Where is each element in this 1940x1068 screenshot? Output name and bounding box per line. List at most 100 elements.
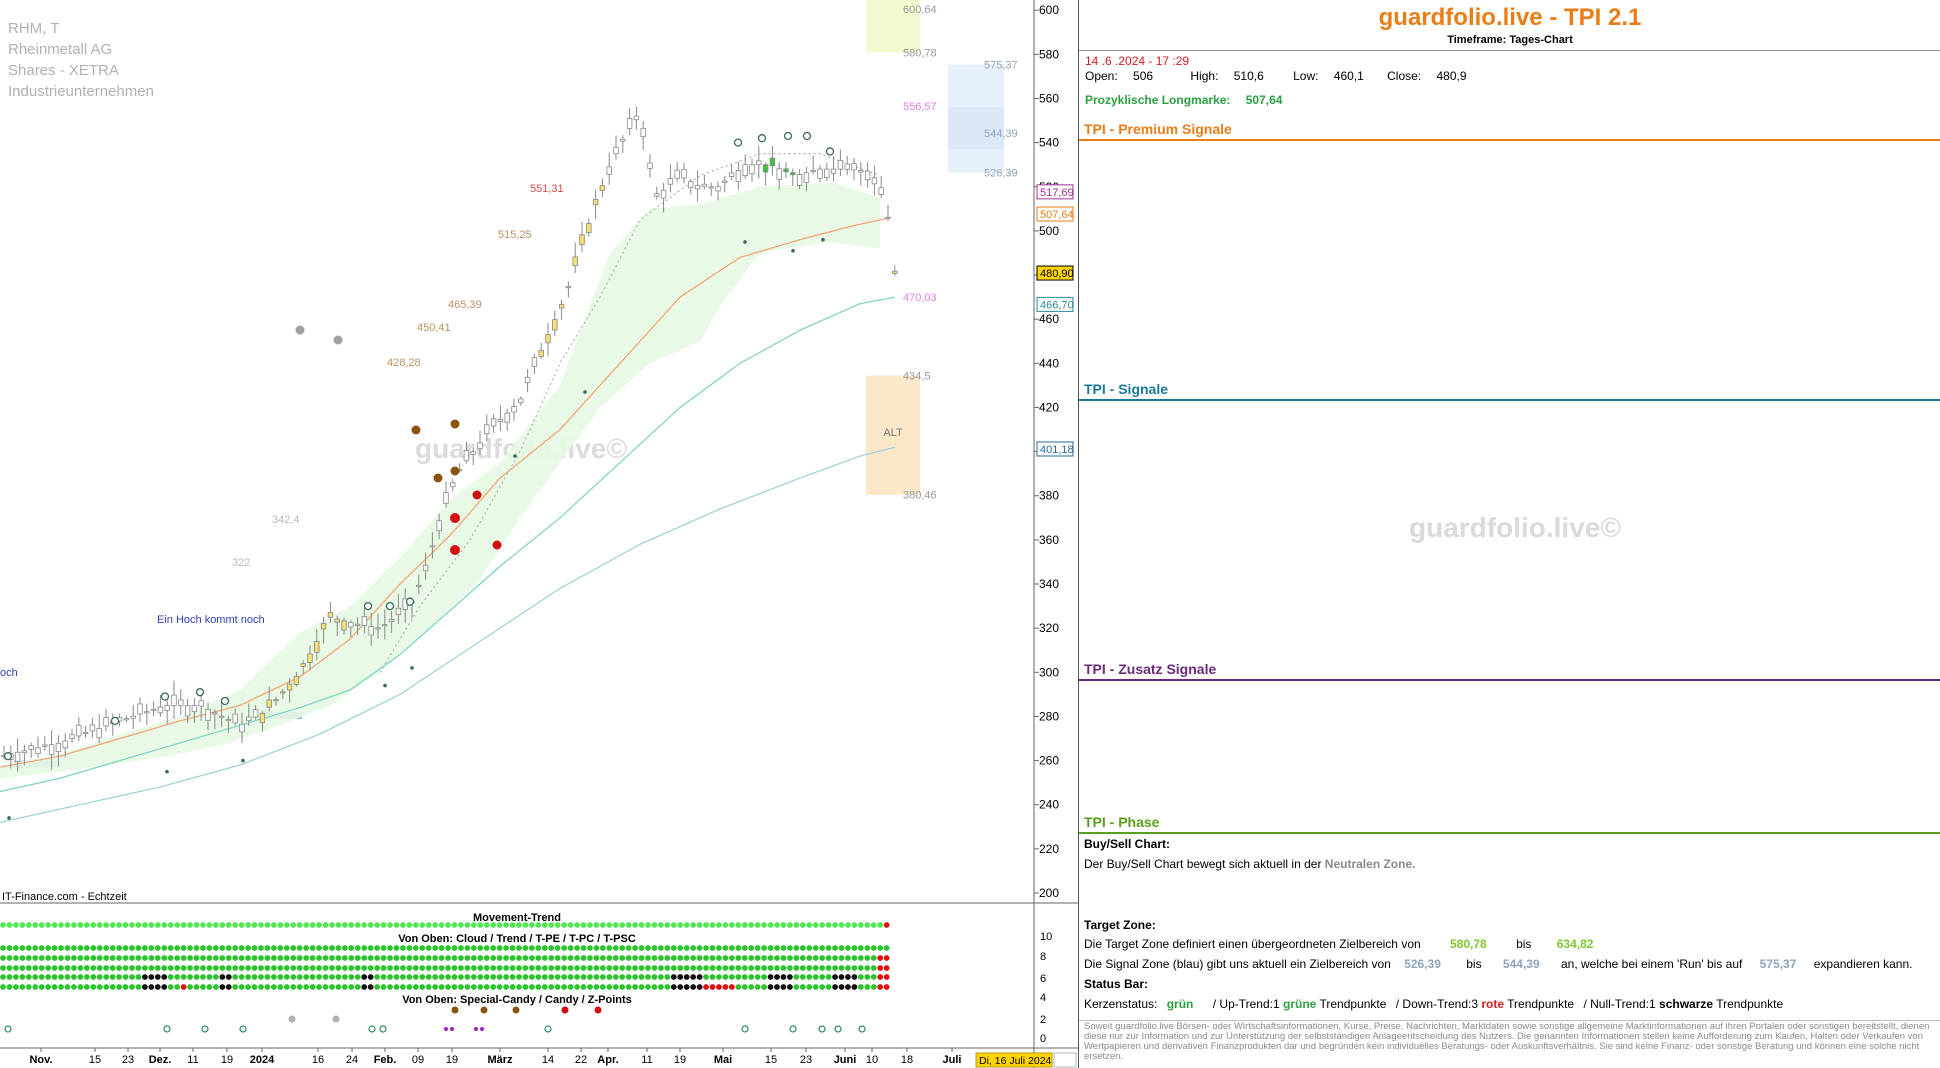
candle-body bbox=[640, 127, 646, 138]
trend-dot bbox=[322, 922, 329, 928]
candle-body bbox=[599, 185, 606, 191]
z-point bbox=[741, 1025, 749, 1033]
trend-dot bbox=[561, 945, 568, 951]
trend-dot bbox=[761, 955, 767, 961]
trend-dot bbox=[819, 965, 826, 971]
trend-dot bbox=[135, 945, 142, 951]
x-tick-label: 14 bbox=[542, 1054, 554, 1066]
ma-lightblue bbox=[0, 446, 896, 823]
trend-dot bbox=[619, 922, 626, 928]
candle-body bbox=[484, 424, 490, 435]
y-tick-label: 260 bbox=[1039, 754, 1059, 768]
trend-dot bbox=[374, 955, 380, 961]
trend-dot bbox=[490, 984, 497, 990]
trend-dot bbox=[638, 965, 645, 971]
status-null-word: schwarze bbox=[1659, 997, 1714, 1011]
trend-dot bbox=[200, 974, 206, 980]
status-up-word: grüne bbox=[1283, 997, 1317, 1011]
trend-dot bbox=[161, 955, 168, 961]
trend-dot bbox=[877, 984, 884, 990]
trend-dot bbox=[354, 974, 361, 980]
trend-dot bbox=[483, 965, 490, 971]
trend-dot bbox=[703, 955, 709, 961]
candle-body bbox=[382, 624, 388, 627]
trend-dot bbox=[451, 922, 458, 928]
trend-dot bbox=[767, 974, 774, 980]
trend-dot bbox=[25, 974, 32, 980]
trend-dot bbox=[400, 955, 406, 961]
date-badge bbox=[975, 1052, 1053, 1068]
z-point bbox=[858, 1025, 866, 1033]
trend-dot bbox=[135, 965, 142, 971]
status-head: Status Bar: bbox=[1084, 977, 1149, 991]
trend-dot bbox=[109, 922, 116, 928]
trend-dot bbox=[180, 955, 187, 961]
trend-dot bbox=[503, 945, 509, 951]
trend-dot bbox=[406, 955, 413, 961]
trend-dot bbox=[142, 984, 148, 990]
trend-dot bbox=[122, 974, 129, 980]
candle-body bbox=[538, 349, 544, 357]
trend-dot bbox=[529, 955, 535, 961]
trend-dot bbox=[154, 965, 161, 971]
y-tick-label: 380 bbox=[1039, 489, 1059, 503]
trend-dot bbox=[296, 965, 303, 971]
source-label: IT-Finance.com - Echtzeit bbox=[2, 891, 127, 903]
trend-dot bbox=[483, 974, 490, 980]
trend-dot bbox=[329, 955, 335, 961]
candle-body bbox=[647, 162, 653, 169]
trend-dot bbox=[32, 974, 39, 980]
price-badge bbox=[1036, 265, 1074, 281]
trend-dot bbox=[670, 922, 677, 928]
trend-dot bbox=[245, 965, 252, 971]
candle-body bbox=[783, 168, 789, 173]
trend-dot bbox=[541, 945, 548, 951]
trend-dot bbox=[264, 965, 271, 971]
trend-dot bbox=[90, 974, 97, 980]
subpanel-tick: 0 bbox=[1040, 1033, 1046, 1045]
candle-body bbox=[749, 164, 755, 175]
trend-dot bbox=[883, 955, 890, 961]
trend-dot bbox=[387, 974, 393, 980]
signal-ring bbox=[195, 688, 205, 697]
trend-dot bbox=[38, 955, 45, 961]
peak-label: 465,39 bbox=[448, 299, 482, 311]
trend-dot bbox=[348, 965, 355, 971]
level-label: 556,57 bbox=[903, 101, 937, 113]
trend-dot bbox=[470, 922, 477, 928]
trend-dot bbox=[316, 922, 322, 928]
trend-dot bbox=[819, 974, 826, 980]
trend-dot bbox=[670, 974, 677, 980]
trend-dot bbox=[767, 984, 774, 990]
trend-dot bbox=[799, 955, 806, 961]
candle-body bbox=[892, 270, 898, 274]
special-candy-dot bbox=[451, 1006, 459, 1014]
trend-dot bbox=[567, 945, 574, 951]
candle-body bbox=[844, 163, 850, 170]
price-chart[interactable]: 2002202402602803003203403603804004204404… bbox=[0, 0, 1078, 1068]
trend-dot bbox=[883, 974, 890, 980]
trend-dot bbox=[38, 945, 45, 951]
candle-body bbox=[817, 168, 823, 179]
trend-dot bbox=[490, 955, 497, 961]
signal-ring bbox=[220, 696, 230, 706]
stock-name: Rheinmetall AG bbox=[8, 41, 113, 58]
trend-dot bbox=[361, 922, 368, 928]
trend-dot bbox=[322, 955, 329, 961]
trend-dot bbox=[335, 965, 342, 971]
trend-dot bbox=[677, 955, 684, 961]
trend-dot bbox=[258, 965, 264, 971]
trend-dot bbox=[632, 974, 638, 980]
trend-dot bbox=[0, 974, 6, 980]
candle-body bbox=[395, 607, 402, 616]
trend-dot bbox=[445, 984, 451, 990]
trend-dot bbox=[812, 922, 819, 928]
trend-dot bbox=[432, 945, 439, 951]
trend-dot bbox=[780, 965, 787, 971]
trend-dot bbox=[735, 974, 742, 980]
trend-dot bbox=[167, 955, 174, 961]
chart-area[interactable]: 2002202402602803003203403603804004204404… bbox=[0, 0, 1078, 1068]
trend-dot bbox=[593, 955, 600, 961]
trend-dot bbox=[651, 974, 658, 980]
trend-dot bbox=[728, 984, 735, 990]
